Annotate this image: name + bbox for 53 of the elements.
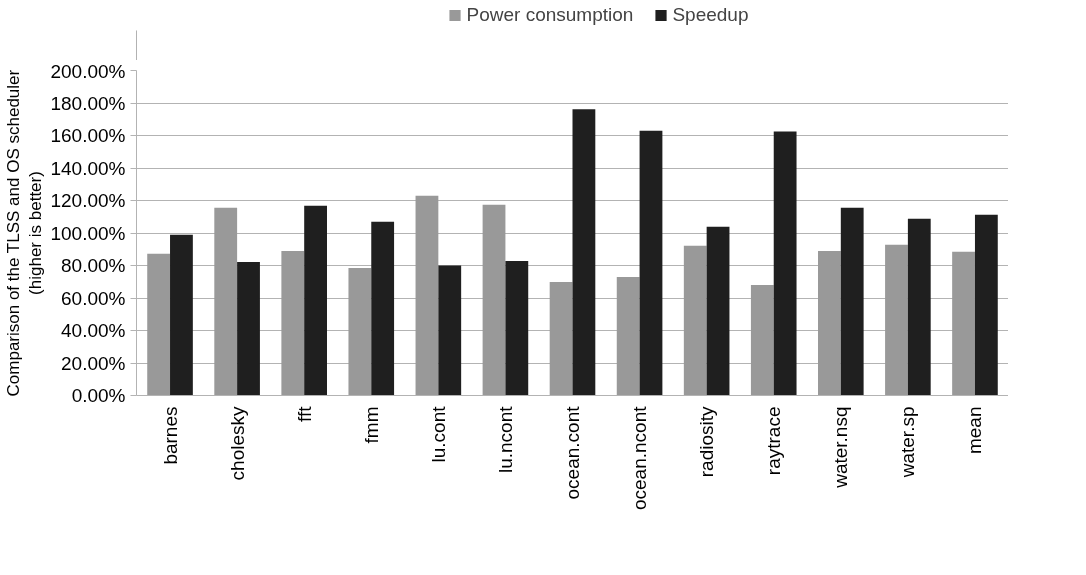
bar [818, 250, 841, 396]
bar [371, 221, 395, 396]
bar [974, 214, 998, 396]
bar [438, 265, 462, 396]
x-tick-label: radiosity [696, 406, 718, 478]
x-tick-label: mean [964, 406, 986, 455]
bar [505, 260, 529, 396]
bar [706, 226, 730, 396]
y-tick-label: 0.00% [71, 385, 126, 406]
legend-label: Speedup [672, 4, 749, 26]
bar [147, 253, 171, 396]
y-tick-label: 120.00% [50, 190, 126, 211]
bar [281, 250, 305, 396]
y-tick-label: 100.00% [50, 222, 126, 244]
y-axis-title: Comparison of the TLSS and OS scheduler (higher is better) [3, 69, 46, 397]
x-tick-label: cholesky [226, 406, 248, 481]
x-tick-label: lu.ncont [494, 405, 516, 474]
bar [907, 218, 931, 396]
bar [750, 285, 774, 396]
y-tick-label: 40.00% [61, 320, 126, 341]
x-tick-label: water.nsq [830, 406, 852, 489]
x-tick-label: water.sp [897, 406, 919, 479]
y-tick-label: 80.00% [61, 255, 126, 276]
y-tick-label: 180.00% [50, 92, 126, 114]
bar [952, 251, 975, 396]
bar [415, 195, 439, 396]
bar [348, 267, 372, 396]
x-tick-label: raytrace [763, 406, 785, 476]
x-tick-label: ocean.ncont [629, 405, 651, 511]
x-tick-label: lu.cont [427, 405, 449, 463]
legend-label: Power consumption [466, 4, 634, 26]
bar [549, 281, 573, 396]
bar [840, 207, 864, 396]
y-tick-label: 20.00% [61, 352, 126, 374]
y-tick-label: 140.00% [50, 157, 126, 179]
x-tick-label: fft [293, 405, 315, 422]
x-tick-label: barnes [159, 406, 181, 465]
bar [170, 234, 193, 396]
bar [773, 131, 797, 396]
x-tick-label: fmm [360, 406, 382, 444]
bar [572, 109, 596, 396]
bar [683, 245, 707, 396]
bar [639, 130, 663, 396]
bar [482, 204, 506, 396]
y-tick-label: 200.00% [50, 60, 126, 82]
x-tick-label: ocean.cont [562, 405, 583, 500]
bar [304, 205, 327, 396]
bar [237, 261, 260, 396]
bar [885, 244, 908, 396]
bar [616, 276, 640, 396]
y-tick-label: 160.00% [50, 125, 126, 146]
y-tick-label: 60.00% [61, 287, 126, 309]
bar [214, 207, 238, 396]
